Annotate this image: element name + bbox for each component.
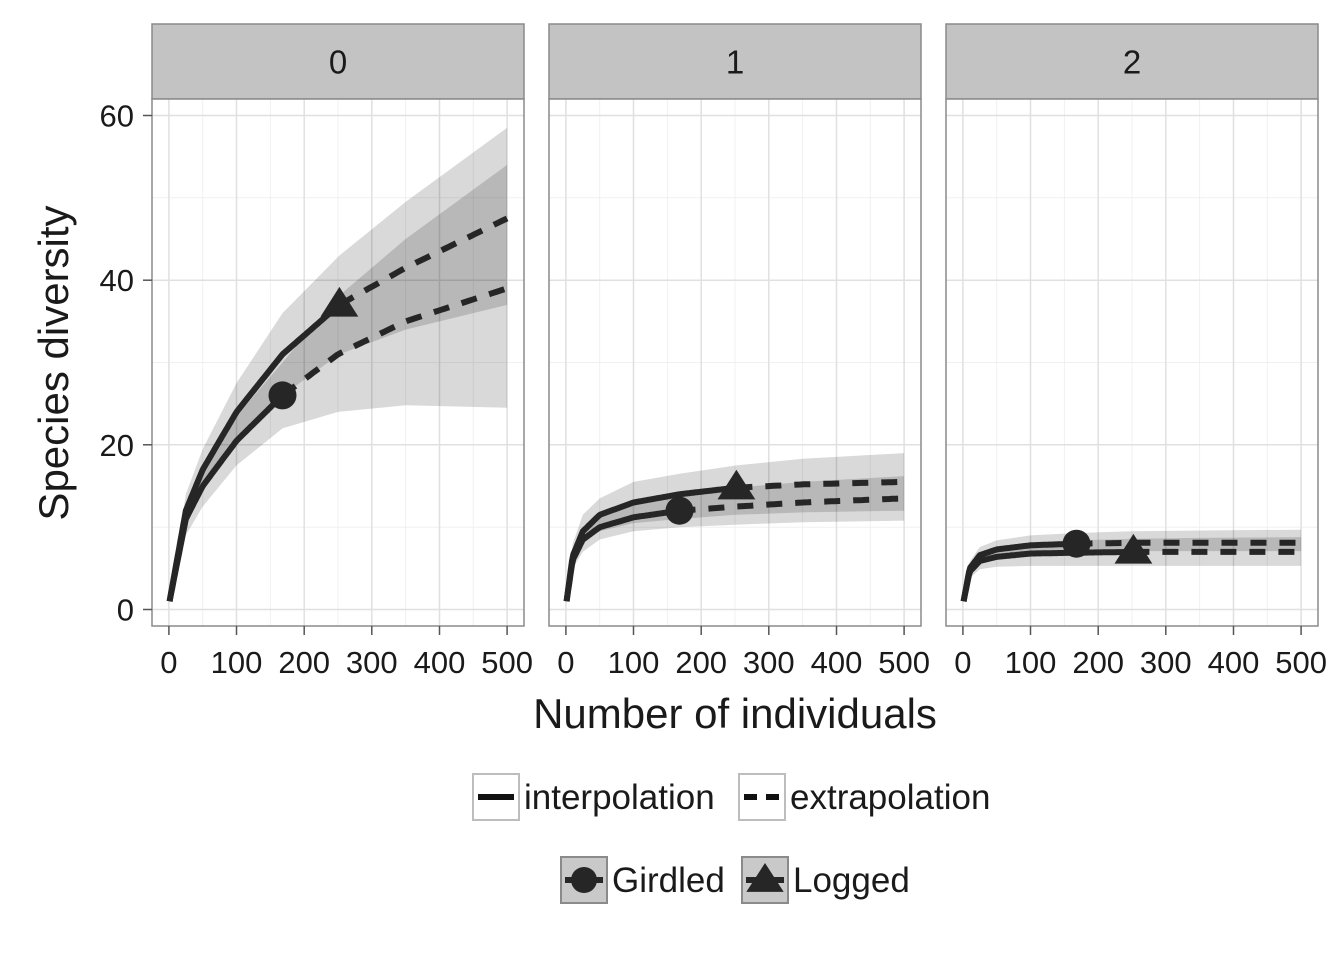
facet-strip-label: 0: [329, 44, 347, 81]
confidence-band-girdled: [566, 476, 905, 602]
legend-triangle-marker: [746, 863, 784, 892]
y-axis-title: Species diversity: [30, 205, 77, 520]
legend-label: Girdled: [612, 861, 725, 900]
x-tick-label: 500: [481, 645, 533, 680]
interpolation-line-logged: [166, 302, 342, 602]
confidence-band-girdled: [169, 164, 508, 602]
facet-panel-1: 1 0 100 200 300 400 500: [548, 23, 930, 680]
extrapolation-line-girdled: [280, 285, 508, 398]
panel-border: [548, 98, 922, 627]
x-tick-label: 400: [811, 645, 863, 680]
interpolation-line-logged: [563, 484, 739, 602]
legend-circle-marker: [571, 867, 597, 893]
extrapolation-line-girdled: [679, 495, 905, 514]
legend-item-girdled: Girdled: [560, 856, 725, 904]
observed-point-girdled: [665, 496, 694, 525]
y-tick-label: 0: [117, 593, 134, 628]
observed-point-girdled: [268, 381, 297, 410]
x-tick-label: 100: [608, 645, 660, 680]
legend-label: extrapolation: [790, 778, 990, 817]
observed-point-girdled: [1062, 529, 1091, 558]
panel-border: [945, 98, 1319, 627]
extrapolation-line-logged: [337, 215, 509, 308]
legend-label: interpolation: [524, 778, 715, 817]
x-tick-label: 200: [675, 645, 727, 680]
interpolation-line-logged: [960, 548, 1136, 602]
interpolation-line-girdled: [563, 507, 682, 602]
x-tick-label: 0: [557, 645, 574, 680]
x-tick-label: 0: [954, 645, 971, 680]
facet-strip: [548, 23, 922, 100]
x-axis-title: Number of individuals: [533, 690, 937, 737]
legend-label: Logged: [793, 861, 910, 900]
interpolation-line-girdled: [960, 540, 1079, 602]
x-tick-label: 200: [1072, 645, 1124, 680]
x-tick-label: 300: [346, 645, 398, 680]
facet-panel-2: 2 0 100 200 300 400 500: [945, 23, 1327, 680]
x-tick-label: 300: [1140, 645, 1192, 680]
x-tick-label: 100: [1005, 645, 1057, 680]
x-tick-label: 400: [1208, 645, 1260, 680]
observed-point-logged: [1114, 533, 1153, 564]
y-tick-label: 40: [100, 263, 134, 298]
legend-item-interpolation: interpolation: [472, 773, 715, 821]
x-tick-label: 300: [743, 645, 795, 680]
observed-point-logged: [717, 469, 756, 500]
x-tick-label: 100: [211, 645, 263, 680]
legend-item-extrapolation: extrapolation: [738, 773, 990, 821]
facet-strip-label: 1: [726, 44, 744, 81]
facet-strip: [945, 23, 1319, 100]
facet-strip-label: 2: [1123, 44, 1141, 81]
x-tick-label: 0: [160, 645, 177, 680]
x-tick-label: 500: [1275, 645, 1327, 680]
interpolation-line-girdled: [166, 393, 285, 602]
x-tick-label: 200: [278, 645, 330, 680]
y-tick-label: 20: [100, 428, 134, 463]
legend-item-logged: Logged: [741, 856, 910, 904]
observed-point-logged: [320, 286, 359, 317]
panel-border: [151, 98, 525, 627]
confidence-band-logged: [566, 453, 905, 602]
confidence-band-logged: [169, 127, 508, 602]
facet-strip: [151, 23, 525, 100]
extrapolation-line-girdled: [1076, 539, 1302, 547]
y-tick-label: 60: [100, 99, 134, 134]
x-tick-label: 500: [878, 645, 930, 680]
x-tick-label: 400: [414, 645, 466, 680]
